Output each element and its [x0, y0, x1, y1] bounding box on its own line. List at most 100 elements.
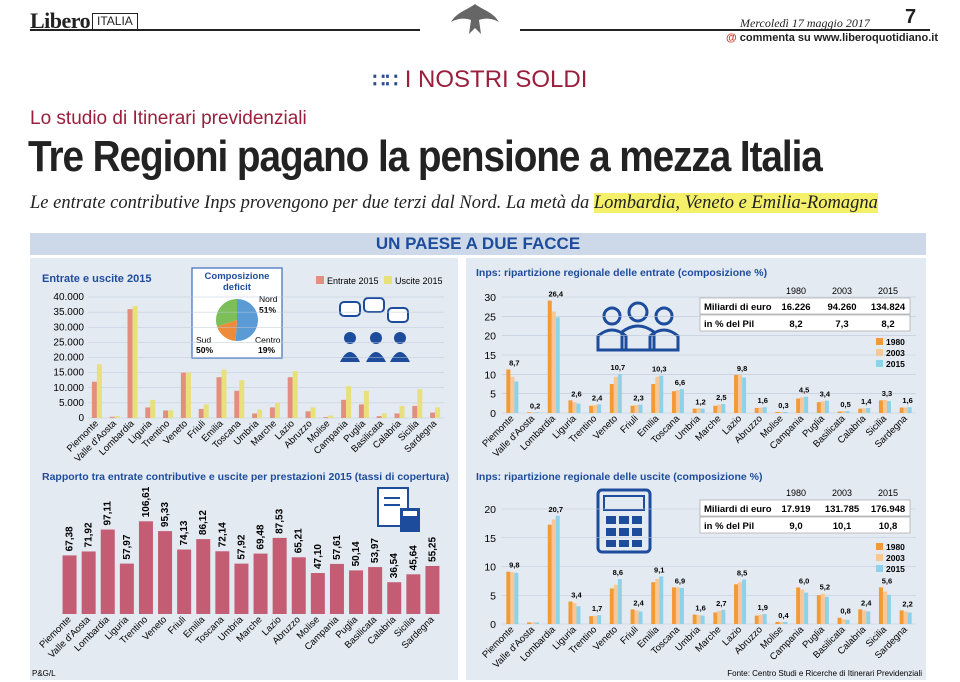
chart3-bar	[589, 405, 594, 413]
chart4-table-header: 1980	[786, 488, 806, 498]
deck-highlight: Lombardia, Veneto e Emilia-Romagna	[593, 193, 878, 213]
chart1-bar	[323, 417, 329, 418]
chart4-bar	[630, 609, 635, 624]
chart2-data-label: 57,92	[236, 534, 247, 559]
chart4-bar	[555, 515, 560, 624]
infographic-band-title: UN PAESE A DUE FACCE	[30, 233, 926, 255]
chart4-table-row	[699, 516, 911, 534]
chart3-legend-swatch	[876, 349, 883, 356]
chart3-bar	[576, 403, 581, 413]
chart3-data-label: 3,4	[820, 390, 831, 399]
calculator-icon	[596, 488, 652, 554]
chart3-bar	[555, 317, 560, 413]
chart1-bar	[180, 372, 186, 418]
chart3-table-header: 2003	[832, 286, 852, 296]
chart1-bar	[394, 413, 400, 418]
pie-pct-nord: 51%	[259, 305, 276, 315]
calculator-doc-icon	[377, 487, 420, 532]
chart3-bar	[630, 405, 635, 413]
chart4-ytick-label: 20	[484, 504, 496, 516]
chart4-bar	[796, 587, 801, 624]
chart1-ytick-label: 5.000	[59, 398, 84, 409]
grid-dots-icon: ∷∷	[372, 70, 399, 92]
pie-title-line1: Composizione	[205, 271, 270, 282]
chart3-bar	[758, 407, 763, 413]
chart1-legend-entrate-swatch	[316, 276, 324, 284]
chart4-bar	[738, 582, 743, 624]
chart3-ytick-label: 25	[484, 311, 496, 323]
chart1-bar	[163, 410, 169, 418]
chart1-bar	[310, 407, 316, 418]
chart1-bar	[305, 411, 311, 418]
chart4-bar	[576, 606, 581, 624]
chart4-bar	[597, 615, 602, 624]
chart3-bar	[717, 404, 722, 413]
chart1-bar	[328, 415, 334, 418]
chart2-data-label: 87,53	[275, 508, 286, 533]
chart4-bar	[717, 610, 722, 624]
chart1-ytick-label: 40.000	[53, 292, 84, 303]
chart4-table-cell: 17.919	[781, 504, 810, 515]
chart3-data-label: 2,3	[633, 394, 643, 403]
chart4-bar	[841, 619, 846, 624]
chart4-data-label: 3,4	[571, 591, 582, 600]
at-icon: @	[726, 32, 740, 44]
chart1-ytick-label: 20.000	[53, 353, 84, 364]
chart3-table-cell: 7,3	[835, 319, 848, 330]
chart3-table-cell: 16.226	[781, 302, 810, 313]
chart2-data-label: 47,10	[313, 544, 324, 569]
chart4-data-label: 2,2	[902, 599, 912, 608]
chart4-bar	[783, 621, 788, 624]
chart4-bar	[572, 603, 577, 624]
chart1-legend-entrate: Entrate 2015	[327, 276, 379, 286]
discussion-people-icon	[339, 297, 410, 362]
pie-label-sud: Sud	[196, 335, 211, 345]
chart4-table-cell: 10,1	[833, 521, 852, 532]
chart4-bar	[758, 614, 763, 624]
chart3-bar	[514, 381, 519, 413]
pie-pct-centro: 19%	[258, 345, 275, 355]
chart1-bar	[96, 364, 102, 418]
chart1-bar	[430, 412, 436, 418]
chart3-table-row	[699, 314, 911, 332]
chart3-ytick-label: 15	[484, 350, 496, 362]
chart3-data-label: 1,6	[902, 396, 912, 405]
chart4-bar	[675, 587, 680, 624]
chart4-table-cell: Miliardi di euro	[704, 504, 772, 515]
chart1-legend-uscite-swatch	[384, 276, 392, 284]
chart2-data-label: 95,33	[160, 502, 171, 527]
chart4-data-label: 0,8	[840, 607, 850, 616]
chart4-table-row	[699, 499, 911, 517]
chart4-data-label: 1,6	[695, 604, 705, 613]
chart4-bar	[742, 579, 747, 624]
chart3-data-label: 2,4	[592, 393, 603, 402]
chart4-bar	[866, 611, 871, 624]
chart4-data-label: 6,9	[675, 576, 685, 585]
chart3-bar	[903, 407, 908, 413]
chart3-ytick-label: 20	[484, 331, 496, 343]
chart4-ytick-label: 5	[490, 590, 496, 602]
chart3-data-label: 8,7	[509, 359, 519, 368]
chart4-data-label: 2,7	[716, 599, 726, 608]
comment-link[interactable]: @ commenta su www.liberoquotidiano.it	[726, 32, 938, 44]
chart4-table-header: 2015	[878, 488, 898, 498]
chart2-data-label: 57,61	[332, 534, 343, 559]
chart1-bar	[127, 309, 133, 418]
chart2-bar	[406, 574, 421, 614]
chart2-data-label: 36,54	[389, 553, 400, 578]
chart4-bar	[655, 579, 660, 624]
chart3-bar	[862, 408, 867, 413]
chart3-bar	[820, 401, 825, 413]
chart2-bar	[196, 539, 211, 614]
chart4-bar	[886, 594, 891, 624]
chart4-bar	[800, 589, 805, 624]
chart3-data-label: 3,3	[882, 389, 892, 398]
chart1-bar	[257, 409, 263, 418]
chart4-bar	[514, 572, 519, 624]
chart3-bar	[671, 391, 676, 413]
pie-label-centro: Centro	[255, 335, 281, 345]
chart2-bar	[62, 555, 77, 614]
chart3-data-label: 2,5	[716, 393, 726, 402]
chart4-bar	[762, 614, 767, 624]
chart3-bar	[779, 411, 784, 413]
